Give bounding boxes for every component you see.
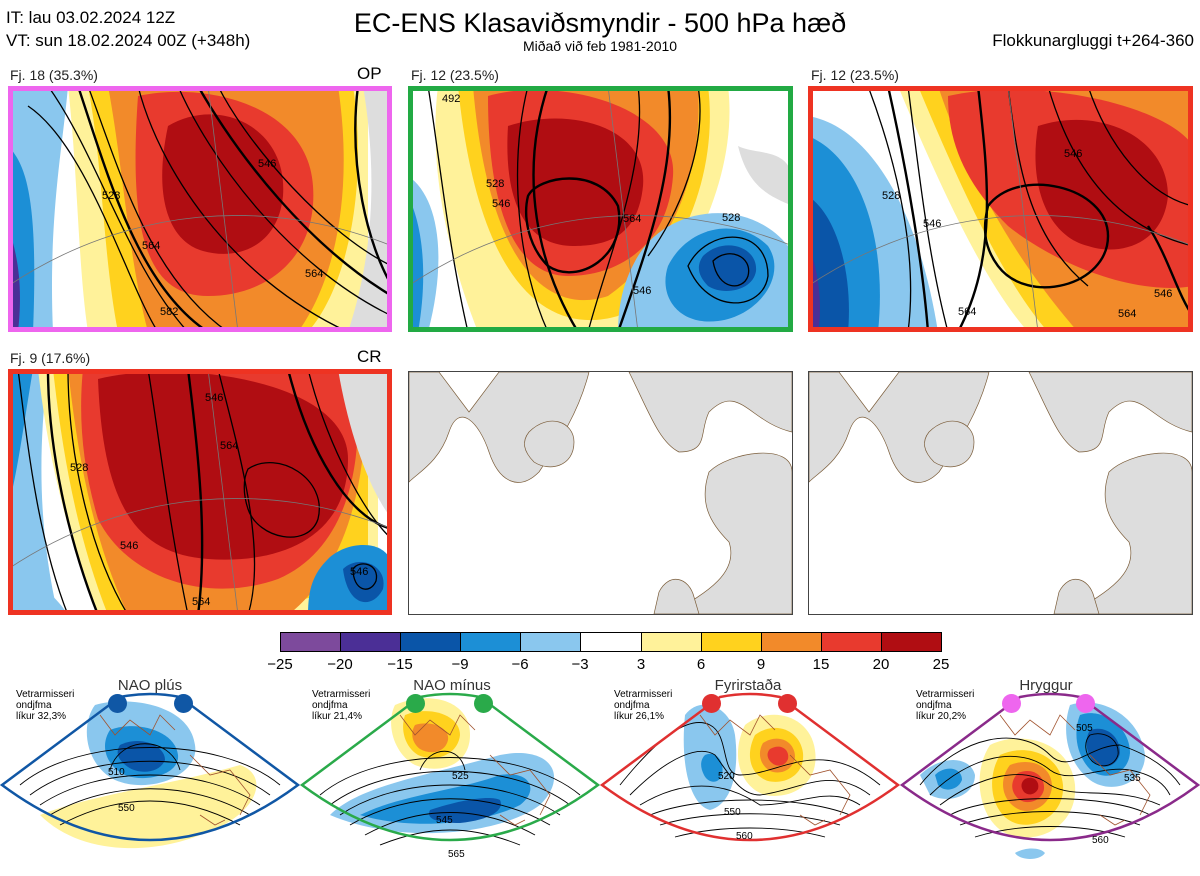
colorbar-segment xyxy=(821,633,882,651)
panel-1-contour-label: 546 xyxy=(258,158,277,170)
colorbar-tick-label: −25 xyxy=(267,656,293,673)
regime-map-nao-minus: 525 545 565 xyxy=(299,675,601,871)
regime-dot xyxy=(1002,694,1021,713)
cluster-map-2-frame xyxy=(408,86,793,332)
panel-2-contour-label: 546 xyxy=(633,285,652,297)
colorbar-segment xyxy=(461,633,522,651)
regime-dot xyxy=(406,694,425,713)
colorbar-segment xyxy=(341,633,402,651)
cluster-map-4-frame xyxy=(8,369,392,615)
panel-2-contour-label: 492 xyxy=(442,93,461,105)
regime-contour-label: 505 xyxy=(1076,723,1093,734)
regime-dot xyxy=(174,694,193,713)
panel-3-contour-label: 564 xyxy=(1118,308,1137,320)
panel-1-tag: OP xyxy=(357,64,382,83)
colorbar-tick-label: 20 xyxy=(872,656,890,673)
regime-note-nao-plus: Vetrarmisseri ondjfma líkur 32,3% xyxy=(16,689,75,722)
init-time: IT: lau 03.02.2024 12Z xyxy=(6,8,176,27)
panel-2-contour-label: 564 xyxy=(623,213,642,225)
regime-contour-label: 520 xyxy=(718,771,735,782)
regime-map-blocking: 520 550 560 xyxy=(599,675,901,871)
regime-dot xyxy=(778,694,797,713)
classification-window: Flokkunargluggi t+264-360 xyxy=(992,31,1194,50)
cluster-map-1 xyxy=(8,86,392,332)
regime-contour-label: 560 xyxy=(1092,835,1109,846)
panel-4-contour-label: 546 xyxy=(350,566,369,578)
panel-1-contour-label: 564 xyxy=(305,268,324,280)
regime-dot xyxy=(474,694,493,713)
regime-contour-label: 560 xyxy=(736,831,753,842)
valid-time: VT: sun 18.02.2024 00Z (+348h) xyxy=(6,31,251,50)
colorbar-segment xyxy=(401,633,462,651)
regime-contour-label: 535 xyxy=(1124,773,1141,784)
colorbar-tick-label: 9 xyxy=(756,656,766,673)
panel-4-label: Fj. 9 (17.6%) xyxy=(10,350,91,366)
panel-4-contour-label: 564 xyxy=(220,440,239,452)
colorbar xyxy=(280,632,942,652)
regime-contour-label: 545 xyxy=(436,815,453,826)
colorbar-segment xyxy=(521,633,582,651)
regime-dot xyxy=(108,694,127,713)
panel-1-label: Fj. 18 (35.3%) xyxy=(10,67,98,83)
panel-4-contour-label: 564 xyxy=(192,596,211,608)
panel-1-contour-label: 582 xyxy=(160,306,179,318)
colorbar-tick-label: −20 xyxy=(327,656,353,673)
colorbar-segment xyxy=(761,633,822,651)
empty-map-5 xyxy=(408,371,793,615)
regime-note-nao-minus: Vetrarmisseri ondjfma líkur 21,4% xyxy=(312,689,371,722)
panel-3-label: Fj. 12 (23.5%) xyxy=(811,67,899,83)
regime-contour-label: 550 xyxy=(724,807,741,818)
panel-3-contour-label: 564 xyxy=(958,306,977,318)
colorbar-tick-label: −3 xyxy=(571,656,589,673)
empty-map-6 xyxy=(808,371,1193,615)
colorbar-tick-label: −6 xyxy=(511,656,529,673)
panel-4-contour-label: 546 xyxy=(120,540,139,552)
regime-contour-label: 525 xyxy=(452,771,469,782)
colorbar-tick-label: −9 xyxy=(451,656,469,673)
regime-title-nao-minus: NAO mínus xyxy=(413,677,491,694)
header-run-info: IT: lau 03.02.2024 12Z VT: sun 18.02.202… xyxy=(6,6,250,52)
regime-title-ridge: Hryggur xyxy=(1019,677,1073,694)
panel-3-contour-label: 528 xyxy=(882,190,901,202)
colorbar-tick-label: −15 xyxy=(387,656,413,673)
panel-3-contour-label: 546 xyxy=(1064,148,1083,160)
colorbar-segment xyxy=(881,633,942,651)
regime-title-nao-plus: NAO plús xyxy=(117,677,183,694)
colorbar-tick-label: 6 xyxy=(696,656,706,673)
regime-map-nao-plus: 510 550 xyxy=(0,675,301,871)
regime-title-blocking: Fyrirstaða xyxy=(714,677,782,694)
page-subtitle: Miðað við feb 1981-2010 xyxy=(522,38,678,54)
panel-4-contour-label: 546 xyxy=(205,392,224,404)
panel-3-contour-label: 546 xyxy=(923,218,942,230)
cluster-map-4 xyxy=(8,369,392,615)
colorbar-tick-label: 3 xyxy=(636,656,646,673)
colorbar-segment xyxy=(641,633,702,651)
regime-contour-label: 510 xyxy=(108,767,125,778)
panel-2-label: Fj. 12 (23.5%) xyxy=(411,67,499,83)
panel-2-contour-label: 528 xyxy=(486,178,505,190)
colorbar-segment xyxy=(581,633,642,651)
panel-1-contour-label: 528 xyxy=(102,190,121,202)
cluster-map-1-frame xyxy=(8,86,392,332)
panel-1-contour-label: 564 xyxy=(142,240,161,252)
cluster-map-2 xyxy=(408,86,793,332)
panel-2-contour-label: 528 xyxy=(722,212,741,224)
regime-dot xyxy=(702,694,721,713)
colorbar-segment xyxy=(281,633,342,651)
panel-4-tag: CR xyxy=(357,347,382,366)
panel-3-contour-label: 546 xyxy=(1154,288,1173,300)
regime-dot xyxy=(1076,694,1095,713)
cluster-map-3-frame xyxy=(808,86,1193,332)
panel-4-contour-label: 528 xyxy=(70,462,89,474)
regime-contour-label: 565 xyxy=(448,849,465,860)
colorbar-tick-label: 25 xyxy=(932,656,950,673)
colorbar-tick-label: 15 xyxy=(812,656,830,673)
panel-2-contour-label: 546 xyxy=(492,198,511,210)
regime-contour-label: 550 xyxy=(118,803,135,814)
regime-note-ridge: Vetrarmisseri ondjfma líkur 20,2% xyxy=(916,689,975,722)
regime-map-ridge: 505 535 560 xyxy=(899,675,1200,871)
colorbar-segment xyxy=(701,633,762,651)
regime-note-blocking: Vetrarmisseri ondjfma líkur 26,1% xyxy=(614,689,673,722)
page-title: EC-ENS Klasaviðsmyndir - 500 hPa hæð xyxy=(353,8,847,38)
